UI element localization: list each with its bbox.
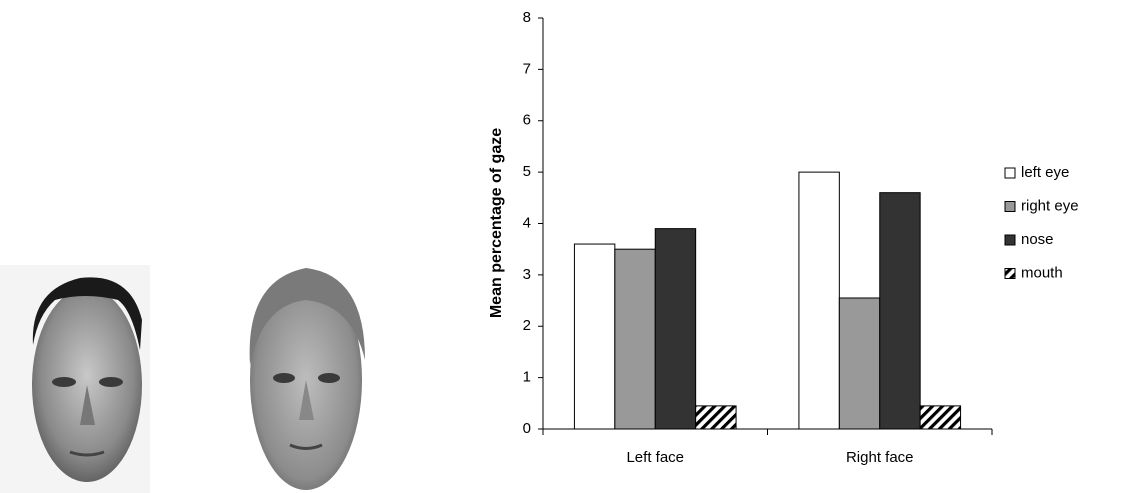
legend-label: nose: [1021, 231, 1054, 248]
legend-swatch: [1004, 234, 1016, 246]
legend-swatch: [1004, 167, 1016, 179]
y-tick-label: 0: [523, 420, 531, 437]
y-tick-label: 1: [523, 369, 531, 386]
legend-swatch: [1004, 268, 1016, 279]
legend-swatch: [1004, 201, 1016, 212]
face-images: [0, 265, 365, 493]
right-face-image: [249, 268, 365, 490]
y-tick-label: 5: [523, 163, 531, 180]
bar: [614, 248, 656, 430]
bar: [838, 297, 881, 430]
y-tick-label: 7: [523, 60, 531, 77]
y-tick-label: 6: [523, 112, 531, 129]
y-tick-label: 8: [523, 9, 531, 26]
legend-label: right eye: [1021, 197, 1079, 214]
bar: [798, 171, 840, 430]
bar: [695, 405, 737, 430]
bar: [654, 228, 697, 430]
y-tick-label: 4: [523, 214, 531, 231]
bar: [879, 192, 921, 430]
y-axis-label: Mean percentage of gaze: [488, 128, 505, 318]
bar: [573, 243, 616, 430]
y-tick-label: 2: [523, 317, 531, 334]
y-tick-label: 3: [523, 266, 531, 283]
plot: 0 1 2 3 4 5 6 7 8 Left face Right face left eye righ…: [523, 9, 1079, 466]
legend-label: left eye: [1021, 164, 1069, 181]
bar: [919, 405, 962, 430]
left-face-image: [32, 277, 143, 482]
x-tick-label: Right face: [846, 449, 914, 466]
x-tick-label: Left face: [626, 449, 684, 466]
legend-label: mouth: [1021, 264, 1063, 281]
